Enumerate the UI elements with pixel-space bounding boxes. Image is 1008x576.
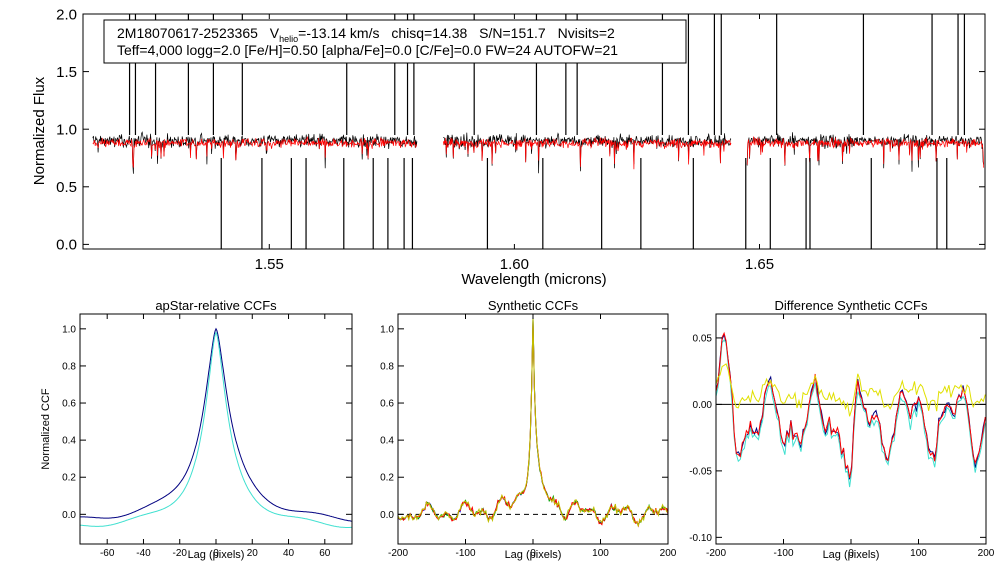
apstar-ccf-panel: -60 -40 -20 0 20 40 60 0.0 0.2 0.4 0.6 0.8 1.0 apSta…: [40, 298, 353, 561]
xtick-label: 200: [978, 548, 995, 559]
ytick-label: 0.6: [62, 399, 76, 410]
xtick-label: -100: [455, 548, 475, 559]
difference-ccf-template: [716, 363, 986, 417]
xtick-label: -20: [173, 548, 188, 559]
spectrum-ylabel: Normalized Flux: [31, 76, 48, 185]
ytick-label: 2.0: [56, 6, 77, 23]
ytick-label: 0.2: [380, 473, 394, 484]
apstar-ccf-visit-1: [80, 327, 352, 522]
vhelio-subscript: helio: [279, 34, 298, 44]
ytick-label: 0.6: [380, 399, 394, 410]
difference-ccf-plot-area: [716, 331, 986, 488]
apstar-ccf-ticks: -60 -40 -20 0 20 40 60 0.0 0.2 0.4 0.6 0.8 1.0: [62, 314, 352, 559]
xtick-label: 1.60: [500, 256, 529, 273]
xtick-label: 1.55: [255, 256, 284, 273]
difference-ccf-title: Difference Synthetic CCFs: [775, 298, 928, 313]
model-spectrum-chip-1: [92, 136, 417, 168]
difference-ccf-xlabel: Lag (pixels): [823, 549, 880, 561]
spectrum-ticks: 1.55 1.60 1.65 0.0 0.5 1.0 1.5 2.0: [56, 6, 985, 273]
ytick-label: 0.5: [56, 179, 77, 196]
synthetic-ccf-ticks: -200 -100 0 100 200 0.0 0.2 0.4 0.6 0.8 1.0: [380, 314, 677, 559]
ytick-label: 0.00: [693, 400, 713, 411]
spectrum-panel: 1.55 1.60 1.65 0.0 0.5 1.0 1.5 2.0 Normalized F…: [31, 6, 986, 288]
ytick-label: -0.05: [689, 466, 712, 477]
difference-ccf-panel: -200 -100 0 100 200 0.05 0.00 -0.05 -0.10 Differ…: [689, 298, 995, 561]
xtick-label: -40: [136, 548, 151, 559]
xtick-label: -60: [100, 548, 115, 559]
star-id: 2M18070617-2523365: [117, 25, 258, 41]
xtick-label: 20: [247, 548, 259, 559]
ytick-label: 0.0: [62, 510, 76, 521]
xtick-label: 200: [660, 548, 677, 559]
snr-value: S/N=151.7: [479, 25, 546, 41]
ytick-label: 0.8: [62, 361, 76, 372]
xtick-label: 40: [283, 548, 295, 559]
ytick-label: 0.0: [56, 237, 77, 254]
vhelio-value: =-13.14 km/s: [298, 25, 379, 41]
ytick-label: 0.05: [693, 333, 713, 344]
xtick-label: 100: [592, 548, 609, 559]
apstar-ccf-visit-2: [80, 331, 352, 528]
ytick-label: 0.8: [380, 361, 394, 372]
xtick-label: 100: [910, 548, 927, 559]
synthetic-ccf-panel: -200 -100 0 100 200 0.0 0.2 0.4 0.6 0.8 1.0 Synthe…: [380, 298, 677, 561]
xtick-label: 0: [530, 548, 536, 559]
synthetic-ccf-title: Synthetic CCFs: [488, 298, 579, 313]
spectrum-annotation-box: 2M18070617-2523365 Vhelio=-13.14 km/s ch…: [103, 19, 687, 64]
ytick-label: -0.10: [689, 533, 712, 544]
model-spectrum-chip-2: [442, 137, 732, 170]
spectrum-frame: [82, 13, 986, 250]
annotation-params: Teff=4,000 logg=2.0 [Fe/H]=0.50 [alpha/F…: [117, 42, 618, 58]
ytick-label: 0.2: [62, 473, 76, 484]
difference-ccf-combined: [716, 331, 986, 478]
nvisits-value: Nvisits=2: [558, 25, 615, 41]
spectrum-xlabel: Wavelength (microns): [461, 271, 606, 288]
ytick-label: 0.0: [380, 510, 394, 521]
xtick-label: 0: [213, 548, 219, 559]
xtick-label: 1.65: [745, 256, 774, 273]
apstar-ccf-xlabel: Lag (pixels): [188, 549, 245, 561]
apstar-ccf-title: apStar-relative CCFs: [155, 298, 277, 313]
apstar-ccf-ylabel: Normalized CCF: [40, 388, 52, 470]
ytick-label: 1.0: [56, 121, 77, 138]
xtick-label: -100: [773, 548, 793, 559]
annotation-line-1: 2M18070617-2523365 Vhelio=-13.14 km/s ch…: [117, 25, 615, 44]
annotation-frame: [103, 19, 687, 64]
ytick-label: 1.5: [56, 64, 77, 81]
xtick-label: -200: [706, 548, 726, 559]
ytick-label: 1.0: [380, 324, 394, 335]
ytick-label: 1.0: [62, 324, 76, 335]
chisq-value: chisq=14.38: [391, 25, 467, 41]
xtick-label: 60: [319, 548, 331, 559]
ytick-label: 0.4: [380, 436, 394, 447]
synthetic-ccf-xlabel: Lag (pixels): [505, 549, 562, 561]
xtick-label: -200: [388, 548, 408, 559]
model-spectrum-chip-3: [746, 136, 985, 168]
ytick-label: 0.4: [62, 436, 76, 447]
difference-ccf-visit-2: [716, 339, 986, 488]
xtick-label: 0: [848, 548, 854, 559]
vhelio-label: V: [270, 25, 280, 41]
difference-ccf-ticks: -200 -100 0 100 200 0.05 0.00 -0.05 -0.10: [689, 314, 995, 559]
apstar-ccf-plot-area: [80, 327, 352, 528]
